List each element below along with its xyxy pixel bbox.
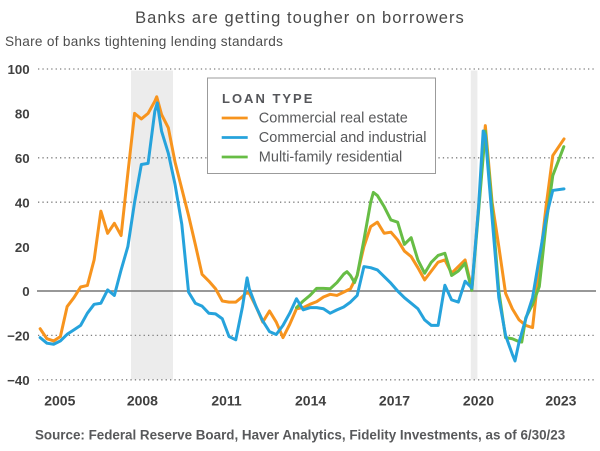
svg-text:−40: −40 [7,373,30,388]
svg-text:Multi-family residential: Multi-family residential [259,150,402,166]
svg-text:2020: 2020 [463,393,494,409]
svg-text:Share of banks tightening lend: Share of banks tightening lending standa… [5,34,283,49]
svg-text:2023: 2023 [545,393,576,409]
svg-text:40: 40 [15,195,30,210]
svg-text:Commercial real estate: Commercial real estate [259,111,408,127]
svg-text:0: 0 [22,284,29,299]
svg-text:20: 20 [15,240,30,255]
svg-text:80: 80 [15,107,30,122]
svg-text:2008: 2008 [127,393,158,409]
svg-text:Source: Federal Reserve Board,: Source: Federal Reserve Board, Haver Ana… [35,428,565,443]
svg-text:LOAN TYPE: LOAN TYPE [222,91,314,106]
svg-text:Banks are getting tougher on b: Banks are getting tougher on borrowers [135,9,465,27]
svg-text:Commercial and industrial: Commercial and industrial [259,130,427,146]
svg-text:100: 100 [8,62,30,77]
svg-text:2005: 2005 [44,393,75,409]
svg-text:2014: 2014 [295,393,326,409]
svg-text:2017: 2017 [379,393,410,409]
svg-text:60: 60 [15,151,30,166]
svg-text:−20: −20 [7,329,30,344]
svg-text:2011: 2011 [211,393,242,409]
